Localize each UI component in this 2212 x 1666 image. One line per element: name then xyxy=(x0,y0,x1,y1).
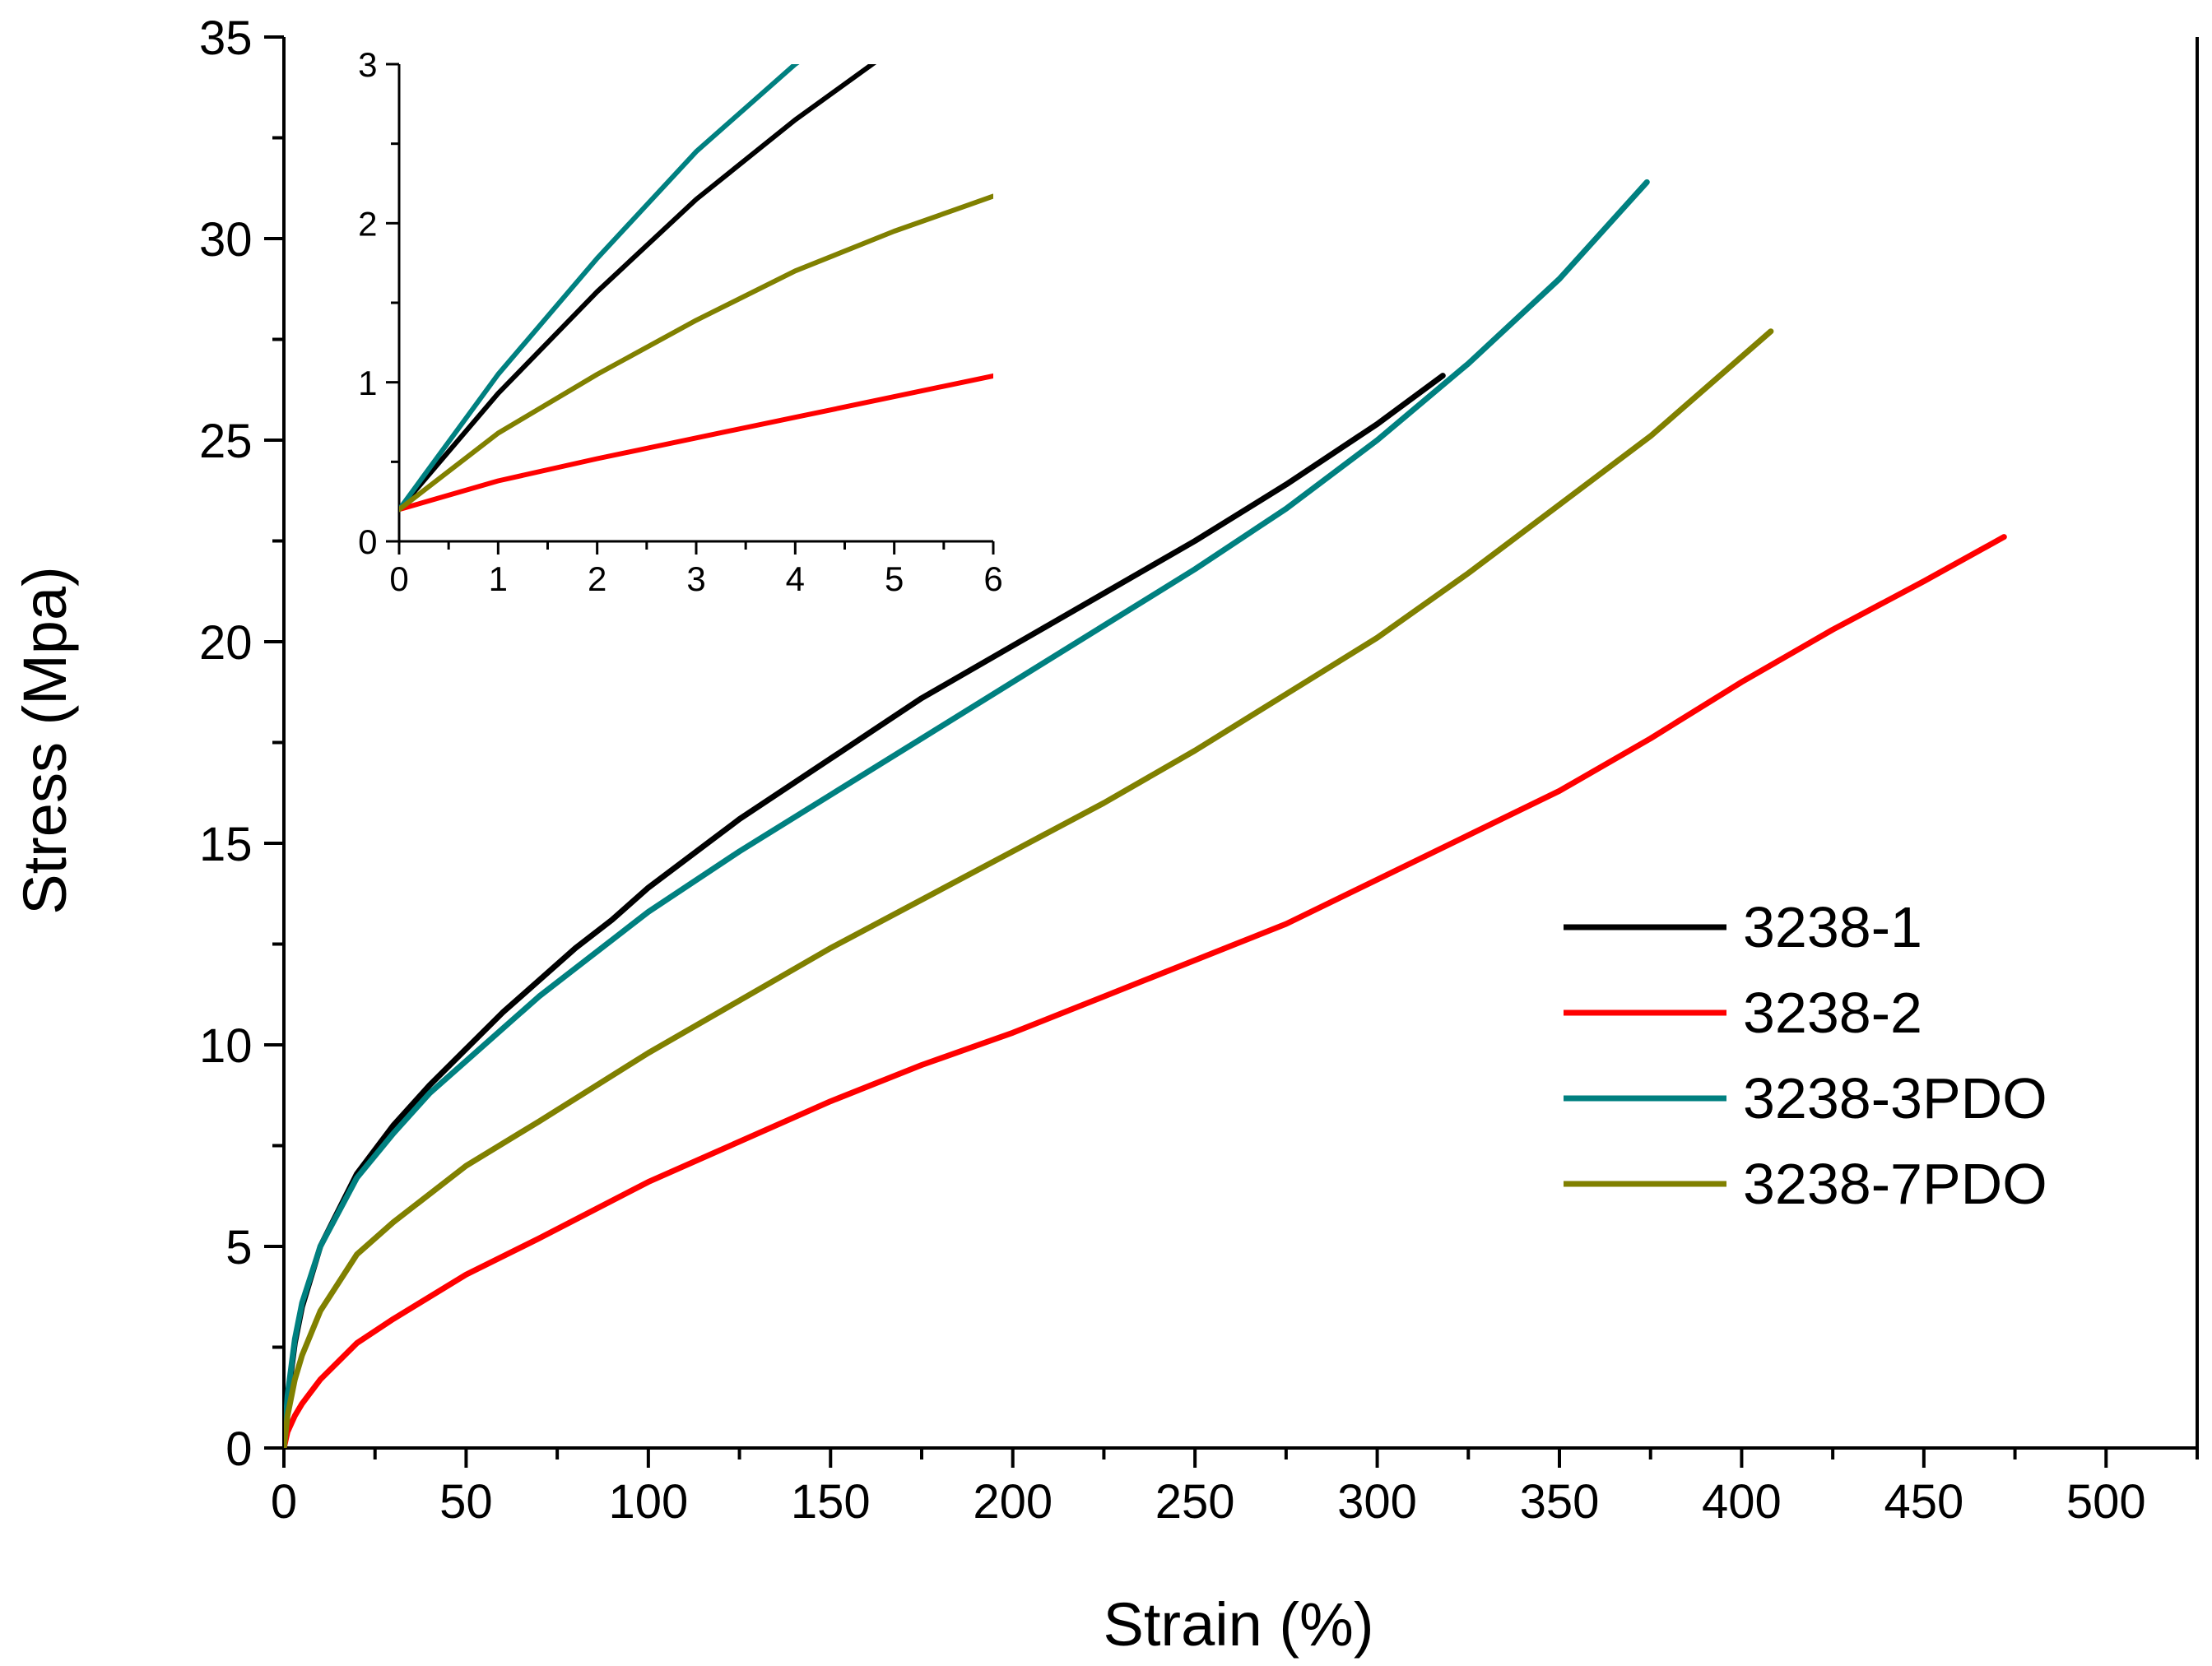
main-x-tick-label: 400 xyxy=(1702,1475,1782,1529)
main-y-tick-label: 25 xyxy=(199,415,253,468)
legend: 3238-1 3238-2 3238-3PDO 3238-7PDO xyxy=(1564,895,2047,1216)
main-x-tick-label: 450 xyxy=(1884,1475,1963,1529)
legend-label-3238-1: 3238-1 xyxy=(1743,895,1922,959)
main-x-tick-label: 300 xyxy=(1337,1475,1417,1529)
inset-y-tick-label: 3 xyxy=(358,45,377,84)
main-x-tick-label: 50 xyxy=(439,1475,493,1529)
main-series-3238-3pdo xyxy=(284,179,1650,1448)
inset-x-tick-label: 5 xyxy=(885,559,904,598)
inset-axes: 0 1 2 3 4 5 6 0 1 2 3 xyxy=(358,45,1003,598)
main-x-tick-label: 200 xyxy=(973,1475,1053,1529)
main-x-tick-label: 0 xyxy=(271,1475,297,1529)
main-y-tick-label: 10 xyxy=(199,1019,253,1073)
legend-label-3238-3pdo: 3238-3PDO xyxy=(1743,1066,2047,1130)
inset-x-tick-label: 1 xyxy=(489,559,508,598)
y-axis-title: Stress (Mpa) xyxy=(11,566,79,915)
main-axes: 0 50 100 150 200 250 300 350 400 450 5000510152025… xyxy=(199,12,2199,1529)
inset-y-tick-label: 1 xyxy=(358,364,377,402)
main-series-group xyxy=(284,179,2007,1448)
inset-y-tick-label: 0 xyxy=(358,522,377,561)
inset-series-group xyxy=(399,64,993,513)
main-y-tick-label: 35 xyxy=(199,12,253,65)
inset-x-tick-label: 6 xyxy=(983,559,1002,598)
main-y-tick-label: 30 xyxy=(199,213,253,267)
main-x-tick-label: 250 xyxy=(1155,1475,1235,1529)
inset-x-tick-label: 0 xyxy=(389,559,408,598)
inset-y-tick-label: 2 xyxy=(358,204,377,243)
inset-x-tick-label: 3 xyxy=(686,559,705,598)
inset-series-3238-2 xyxy=(399,373,993,513)
main-y-tick-label: 0 xyxy=(225,1422,252,1476)
legend-label-3238-2: 3238-2 xyxy=(1743,981,1922,1045)
main-y-tick-label: 5 xyxy=(225,1221,252,1274)
inset-series-3238-7pdo xyxy=(399,193,993,513)
main-x-tick-label: 350 xyxy=(1520,1475,1600,1529)
main-x-tick-label: 100 xyxy=(608,1475,688,1529)
x-axis-title: Strain (%) xyxy=(1104,1590,1374,1659)
legend-label-3238-7pdo: 3238-7PDO xyxy=(1743,1152,2047,1216)
main-y-tick-label: 20 xyxy=(199,616,253,670)
main-y-tick-label: 15 xyxy=(199,818,253,871)
main-series-3238-2 xyxy=(284,534,2007,1448)
inset-series-3238-3pdo xyxy=(399,64,800,513)
inset-series-3238-1 xyxy=(399,64,877,513)
inset-x-tick-label: 4 xyxy=(786,559,805,598)
main-x-tick-label: 150 xyxy=(791,1475,871,1529)
inset-x-tick-label: 2 xyxy=(588,559,606,598)
main-x-tick-label: 500 xyxy=(2066,1475,2146,1529)
main-series-3238-7pdo xyxy=(284,328,1774,1448)
